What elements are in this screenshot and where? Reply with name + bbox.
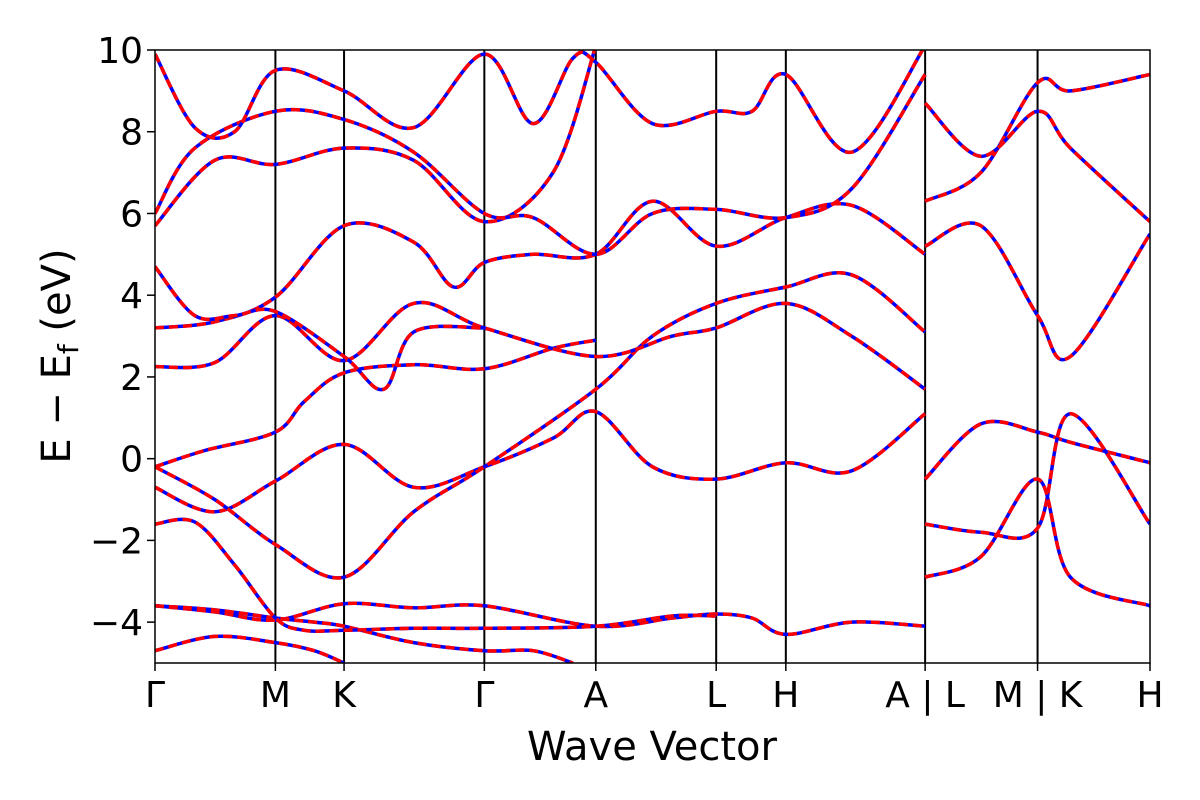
band-line-overlay (155, 73, 927, 257)
y-tick-label: 6 (120, 194, 143, 235)
x-tick-label: Γ (145, 675, 165, 716)
band-line-overlay (155, 300, 927, 391)
y-tick-label: 8 (120, 113, 143, 154)
band-line-overlay (924, 477, 1150, 608)
x-tick-label: A (583, 675, 608, 716)
x-tick-label: M | K (993, 675, 1084, 716)
band-line-overlay (924, 411, 1150, 540)
band-line-base (155, 271, 927, 580)
y-tick-label: 2 (120, 358, 143, 399)
band-lines (155, 50, 1150, 663)
band-line-overlay (155, 50, 597, 227)
x-tick-label: A | L (885, 675, 965, 716)
x-axis-label: Wave Vector (527, 724, 778, 770)
band-line-base (155, 604, 574, 663)
y-axis-label-unit: (eV) (34, 248, 80, 344)
band-line-overlay (155, 517, 717, 634)
band-line-overlay (155, 409, 927, 514)
y-tick-label: 4 (120, 276, 143, 317)
band-line-overlay (155, 50, 925, 154)
band-line-overlay (924, 72, 1150, 203)
y-tick-label: −2 (90, 521, 143, 562)
band-line-base (155, 50, 925, 154)
band-line-overlay (155, 265, 485, 392)
x-tick-label: H (1136, 675, 1163, 716)
band-line-overlay (923, 419, 1150, 481)
x-tick-label: H (772, 675, 799, 716)
svg-text:E − Ef (eV): E − Ef (eV) (34, 248, 85, 463)
band-line-overlay (155, 604, 574, 663)
high-symmetry-lines (274, 50, 1039, 663)
band-line-overlay (923, 101, 1150, 223)
x-tick-label: K (332, 675, 357, 716)
band-line-overlay (155, 634, 345, 663)
plot-frame (154, 49, 1151, 664)
band-line-base (155, 409, 927, 514)
y-axis-ticks: 10 8 6 4 2 0 −2 −4 (90, 31, 155, 644)
x-tick-label: M (260, 675, 291, 716)
band-line-overlay (155, 338, 597, 469)
band-line-overlay (924, 221, 1150, 362)
x-tick-label: Γ (474, 675, 494, 716)
y-tick-label: −4 (90, 603, 143, 644)
band-line-base (155, 300, 927, 391)
y-axis-label-subscript: f (52, 343, 85, 354)
y-tick-label: 10 (97, 31, 143, 72)
y-tick-label: 0 (120, 440, 143, 481)
band-line-overlay (155, 271, 927, 580)
x-tick-label: L (706, 675, 726, 716)
y-axis-label-main: E − E (34, 354, 80, 464)
band-line-base (155, 634, 345, 663)
y-axis-label: E − Ef (eV) (34, 248, 85, 463)
